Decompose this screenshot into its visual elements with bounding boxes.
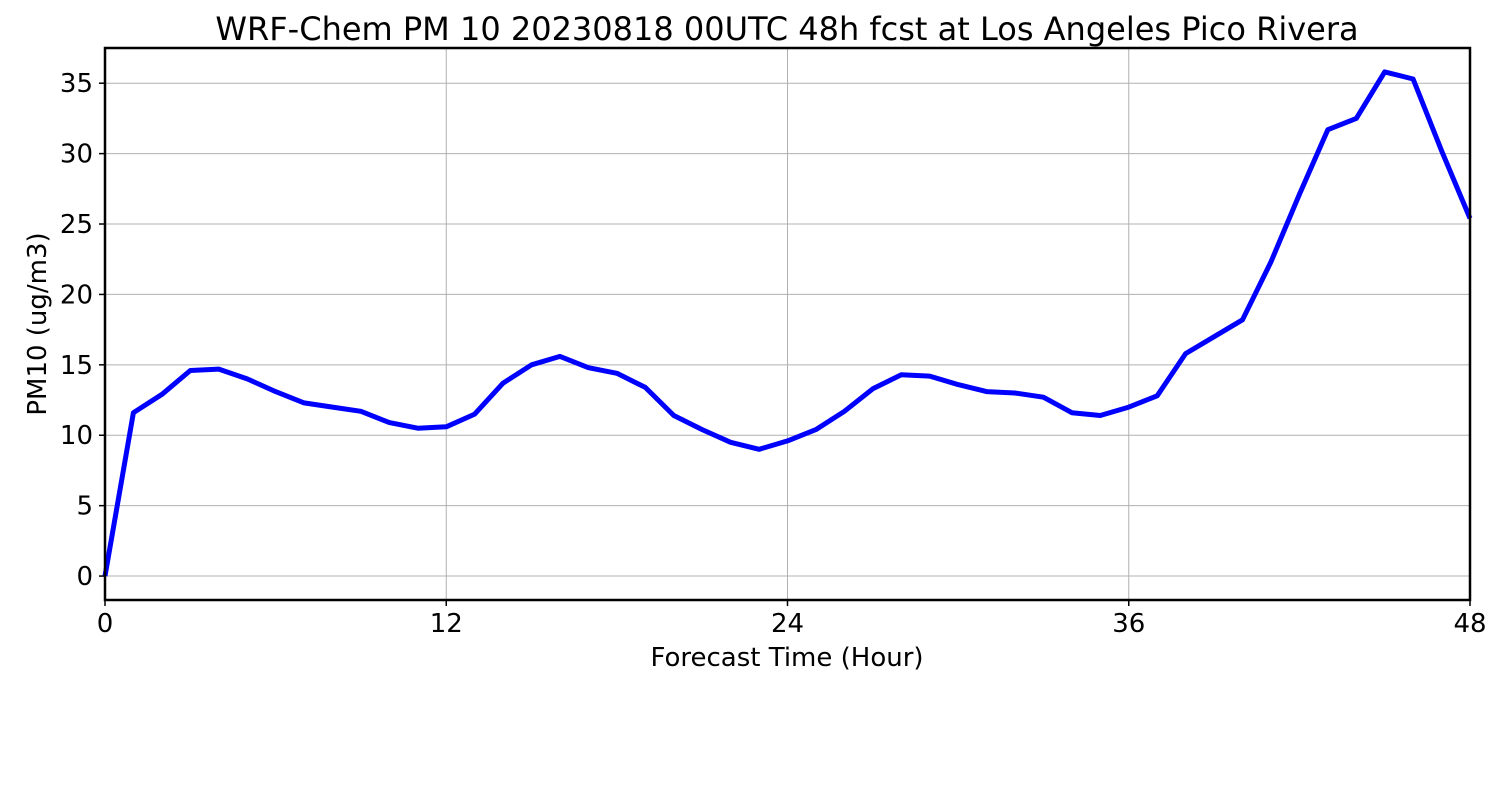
grid-layer bbox=[104, 48, 1471, 600]
tick-layer: 0 12 24 36 48 0 5 10 15 20 25 30 35 bbox=[60, 69, 1487, 639]
y-tick-label-35: 35 bbox=[60, 69, 93, 99]
y-tick-label-0: 0 bbox=[76, 562, 93, 592]
x-axis-label: Forecast Time (Hour) bbox=[650, 643, 923, 673]
y-axis-label: PM10 (ug/m3) bbox=[23, 232, 53, 415]
y-tick-label-20: 20 bbox=[60, 280, 93, 310]
x-tick-label-12: 12 bbox=[430, 609, 463, 639]
y-tick-label-5: 5 bbox=[76, 492, 93, 522]
y-tick-label-25: 25 bbox=[60, 210, 93, 240]
y-tick-label-30: 30 bbox=[60, 140, 93, 170]
x-tick-label-24: 24 bbox=[771, 609, 804, 639]
pm10-series-line bbox=[102, 69, 1473, 577]
x-tick-label-48: 48 bbox=[1453, 609, 1486, 639]
x-tick-label-0: 0 bbox=[97, 609, 114, 639]
chart-title: WRF-Chem PM 10 20230818 00UTC 48h fcst a… bbox=[215, 10, 1358, 48]
y-tick-label-10: 10 bbox=[60, 421, 93, 451]
x-tick-label-36: 36 bbox=[1112, 609, 1145, 639]
y-tick-label-15: 15 bbox=[60, 351, 93, 381]
series-layer bbox=[102, 69, 1473, 577]
